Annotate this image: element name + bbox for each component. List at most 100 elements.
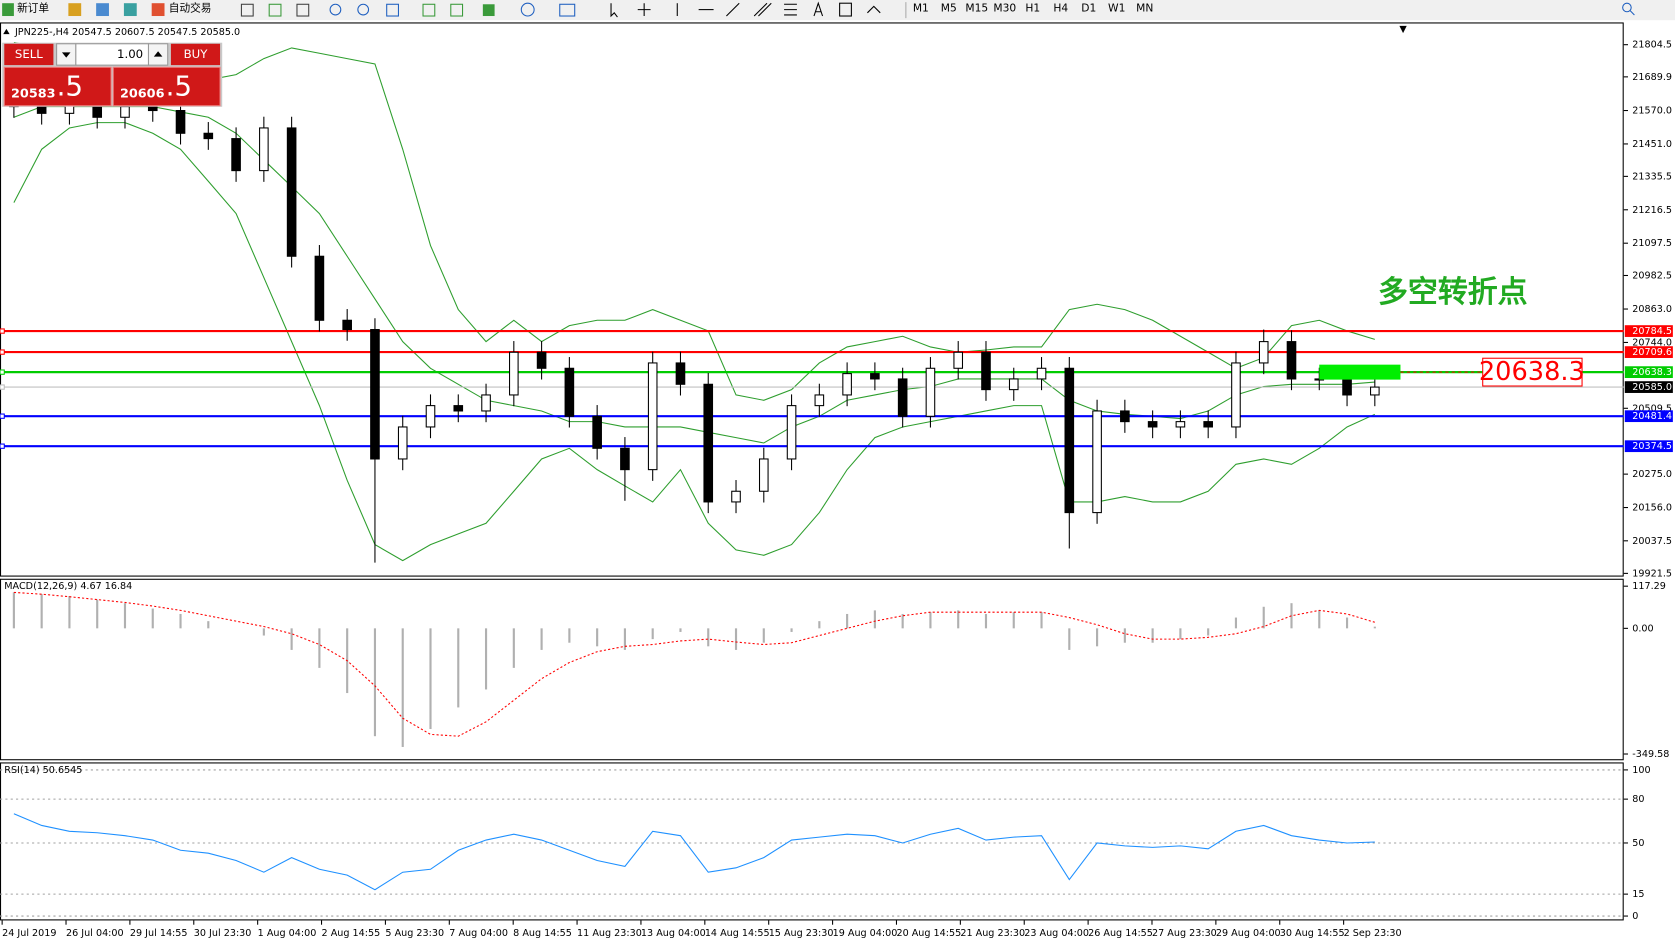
tool-icon[interactable] <box>482 4 495 17</box>
buy-price-box[interactable] <box>112 66 221 107</box>
candle-body <box>925 367 936 417</box>
timeframe-button[interactable]: M15 <box>965 2 988 15</box>
arrow-tool[interactable] <box>867 5 881 14</box>
macd-bar <box>1151 628 1154 643</box>
auto-trading-button[interactable]: 自动交易 <box>169 2 212 15</box>
crosshair-tool[interactable] <box>637 3 651 17</box>
x-tick-label: 27 Aug 23:30 <box>1152 928 1217 939</box>
timeframe-button[interactable]: H4 <box>1053 2 1068 15</box>
candle-body <box>231 138 241 172</box>
candle-body <box>425 405 436 428</box>
sell-price-box[interactable] <box>3 66 112 107</box>
indicator-title: RSI(14) 50.6545 <box>4 765 82 776</box>
callout-price: 20638.3 <box>1479 357 1585 387</box>
trendline-tool[interactable] <box>726 2 740 17</box>
buy-button[interactable] <box>170 43 221 66</box>
channel-tool[interactable] <box>753 2 772 17</box>
candle-body <box>147 106 158 112</box>
timeframe-button[interactable]: M5 <box>941 2 957 15</box>
buy-label[interactable]: BUY <box>184 47 209 61</box>
timeframe-button[interactable]: W1 <box>1108 2 1125 15</box>
timeframe-button[interactable]: H1 <box>1025 2 1040 15</box>
zoom-out[interactable] <box>357 3 370 16</box>
y-tick-label: 19921.5 <box>1632 568 1672 579</box>
y-tick-label: 0 <box>1632 911 1638 922</box>
text-tool[interactable] <box>813 1 824 17</box>
rsi-line <box>13 813 1375 891</box>
buy-price[interactable]: 20606 <box>120 86 165 101</box>
tool-icon[interactable] <box>268 3 282 17</box>
tool-icon[interactable] <box>450 3 464 17</box>
macd-bar <box>1318 610 1321 629</box>
x-tick-label: 11 Aug 23:30 <box>577 928 642 939</box>
buy-price-pips[interactable]: .5 <box>166 70 192 103</box>
y-tick-label: 20744.0 <box>1632 337 1672 348</box>
zoom-in[interactable] <box>329 3 342 16</box>
macd-bar <box>1373 626 1376 629</box>
candle-body <box>564 367 575 417</box>
label-tool[interactable] <box>839 2 852 17</box>
y-tick-label: 20037.5 <box>1632 536 1672 547</box>
search-icon[interactable] <box>1622 2 1632 13</box>
sell-button[interactable] <box>4 43 54 66</box>
lots-value[interactable]: 1.00 <box>117 47 143 61</box>
y-tick-label: 117.29 <box>1632 581 1666 592</box>
x-tick-label: 23 Aug 04:00 <box>1024 928 1089 939</box>
y-tick-label: 80 <box>1632 794 1644 805</box>
candle-body <box>1258 341 1269 364</box>
timeframe-button[interactable]: M1 <box>913 2 929 15</box>
macd-bar <box>623 628 626 650</box>
tool-icon[interactable] <box>123 3 137 17</box>
timeframe-button[interactable]: M30 <box>993 2 1016 15</box>
timeframe-button[interactable]: MN <box>1136 2 1153 15</box>
level-price-box <box>1624 410 1673 423</box>
candle-body <box>981 351 991 391</box>
x-tick-label: 20 Aug 14:55 <box>896 928 961 939</box>
level-price-label: 20784.5 <box>1632 326 1672 337</box>
x-tick-label: 1 Aug 04:00 <box>258 928 317 939</box>
sell-label[interactable]: SELL <box>15 47 43 61</box>
macd-bar <box>1123 628 1126 643</box>
y-tick-label: 20509.5 <box>1632 403 1672 414</box>
macd-bar <box>1207 628 1210 636</box>
tool-icon[interactable] <box>386 3 399 17</box>
candle-body <box>620 447 630 471</box>
candle-body <box>286 127 297 257</box>
macd-bar <box>12 592 15 629</box>
periods-icon[interactable] <box>520 2 535 17</box>
candle-body <box>703 383 714 503</box>
candle-body <box>1370 386 1380 396</box>
level-handle <box>0 349 5 355</box>
sell-price[interactable]: 20583 <box>11 86 56 101</box>
scroll-marker: ▼ <box>1399 24 1407 35</box>
sell-price-pips[interactable]: .5 <box>57 70 83 103</box>
cursor-tool[interactable] <box>610 3 618 18</box>
y-tick-label: 21804.5 <box>1632 40 1672 51</box>
candle-body <box>120 106 130 118</box>
candle-body <box>509 351 519 396</box>
macd-bar <box>1179 628 1182 640</box>
annotation: 多空转折点 <box>1378 275 1528 310</box>
y-tick-label: 20156.0 <box>1632 503 1672 514</box>
candle-body <box>1175 421 1186 428</box>
candle-body <box>36 106 47 114</box>
templates-icon[interactable] <box>559 3 576 17</box>
tool-icon[interactable] <box>422 3 436 17</box>
search-icon-handle <box>1629 10 1635 16</box>
y-tick-label: 21689.9 <box>1632 72 1672 83</box>
tool-icon[interactable] <box>296 3 310 17</box>
timeframe-button[interactable]: D1 <box>1081 2 1096 15</box>
tool-icon[interactable] <box>68 3 82 17</box>
fibo-tool[interactable] <box>784 3 797 16</box>
macd-pane <box>0 578 1624 761</box>
plot: JPN225-,H4 20547.5 20607.5 20547.5 20585… <box>0 27 1673 939</box>
new-order-button[interactable]: 新订单 <box>17 2 49 15</box>
tool-icon[interactable] <box>96 3 109 17</box>
macd-signal <box>13 591 1375 737</box>
tool-icon[interactable] <box>240 3 254 17</box>
x-tick-label: 26 Jul 04:00 <box>66 928 124 939</box>
x-tick-label: 13 Aug 04:00 <box>641 928 706 939</box>
auto-trading-icon[interactable] <box>151 3 165 17</box>
rsi-pane <box>0 762 1624 921</box>
